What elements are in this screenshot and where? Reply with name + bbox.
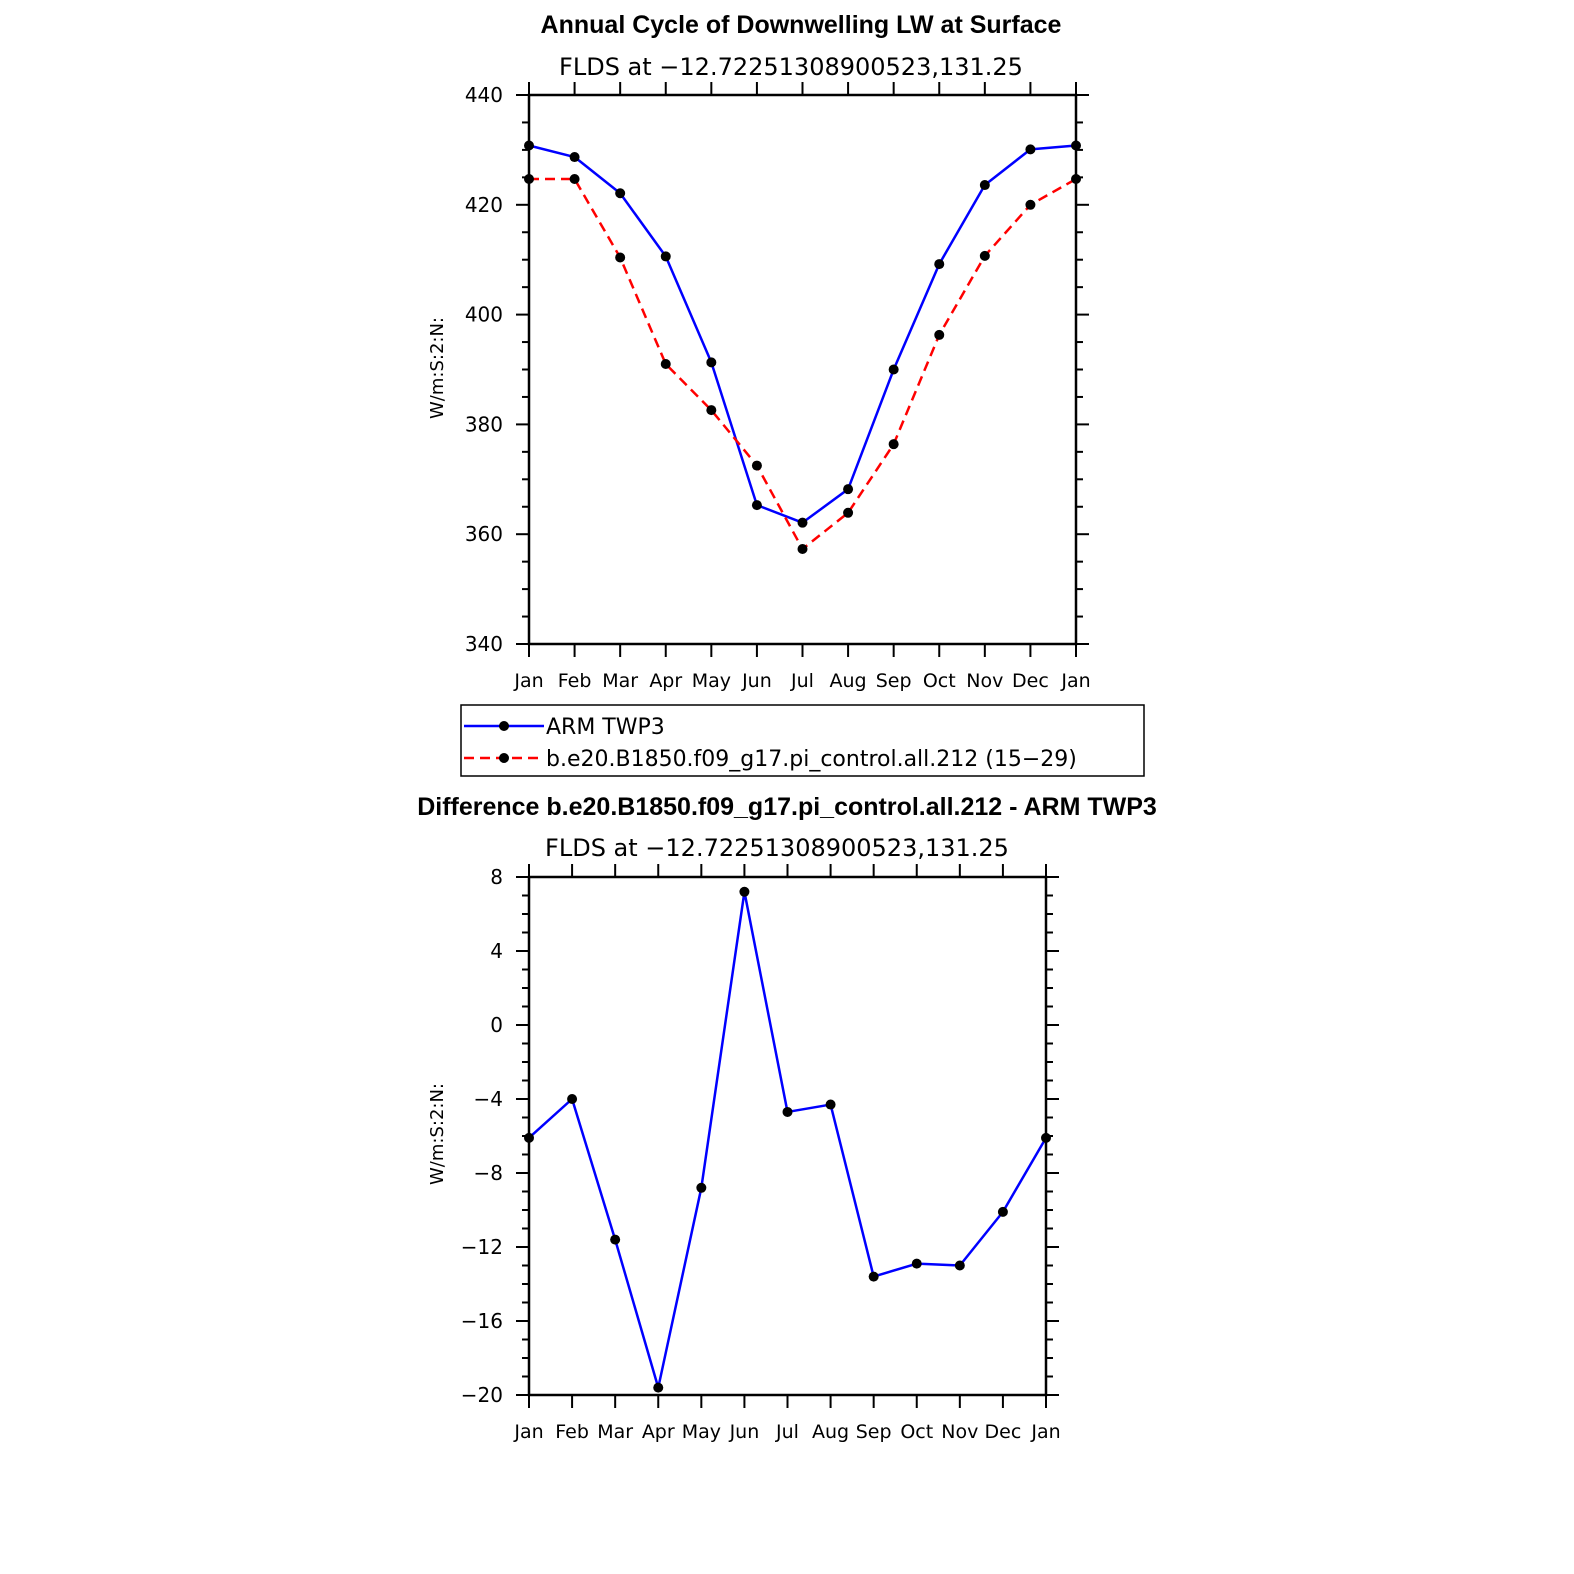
- top-chart-series-0-point: [615, 188, 626, 199]
- top-chart-series-1-point: [934, 329, 945, 340]
- top-chart-series-1-point: [615, 252, 626, 263]
- top-chart-ytick-label: 420: [465, 193, 503, 217]
- bottom-chart-series-0-point: [1041, 1132, 1051, 1143]
- top-chart-series-1-point: [706, 405, 717, 416]
- top-chart-series-0-point: [1025, 144, 1036, 155]
- bottom-chart-xtick-label: Aug: [812, 1421, 849, 1443]
- top-chart-series-1-point: [843, 507, 854, 518]
- top-chart-xtick-label: Jul: [790, 670, 814, 692]
- top-chart-xtick-label: Jan: [1060, 670, 1090, 692]
- bottom-chart-series-0-point: [911, 1258, 922, 1269]
- top-chart-xtick-label: May: [692, 670, 731, 692]
- top-chart-series-1-point: [524, 173, 534, 184]
- top-chart-xtick-label: Dec: [1012, 670, 1049, 692]
- top-chart-xtick-label: Jan: [513, 670, 543, 692]
- top-chart-ylabel: W/m:S:2:N:: [427, 317, 448, 419]
- bottom-chart-ytick-label: 4: [490, 939, 503, 963]
- bottom-chart-title: Difference b.e20.B1850.f09_g17.pi_contro…: [417, 793, 1157, 821]
- top-chart-series-0-point: [843, 484, 854, 495]
- bottom-chart-series-0-point: [997, 1206, 1008, 1217]
- top-chart-series-0-point: [979, 180, 990, 191]
- bottom-chart-series-0-point: [524, 1132, 534, 1143]
- top-chart-plot: 440 420 400 380 360 340 Jan Feb Mar Apr May Jun Jul A…: [465, 82, 1091, 692]
- top-chart-xtick-label: Mar: [602, 670, 638, 692]
- top-chart-xtick-label: Aug: [830, 670, 867, 692]
- top-chart-ytick-label: 440: [465, 83, 503, 107]
- top-chart-series-0-point: [797, 517, 808, 528]
- legend-marker-model: [499, 753, 509, 763]
- bottom-chart-xtick-label: Jan: [1030, 1421, 1060, 1443]
- top-chart-series-1-point: [888, 439, 899, 450]
- bottom-chart-ytick-label: 0: [490, 1013, 503, 1037]
- top-chart-series-0-line: [528, 144, 1077, 524]
- bottom-chart-series-0-point: [739, 886, 750, 897]
- bottom-chart-xtick-label: Feb: [555, 1421, 589, 1443]
- top-chart-xtick-label: Nov: [966, 670, 1003, 692]
- bottom-chart-xtick-label: Apr: [642, 1421, 675, 1443]
- top-chart-title: Annual Cycle of Downwelling LW at Surfac…: [541, 11, 1062, 39]
- top-chart-ytick-label: 360: [465, 522, 503, 546]
- top-chart-series-0-point: [751, 500, 762, 511]
- bottom-chart-xtick-label: Mar: [597, 1421, 633, 1443]
- top-chart-series-0-point: [888, 364, 899, 375]
- top-chart-series-0-point: [934, 259, 945, 270]
- bottom-chart-series-0-point: [610, 1234, 621, 1245]
- bottom-chart-series-0-line: [528, 890, 1048, 1389]
- top-chart-series-0-point: [569, 152, 580, 163]
- legend-label-arm: ARM TWP3: [546, 715, 665, 740]
- bottom-chart-xtick-label: Nov: [941, 1421, 978, 1443]
- top-chart-xtick-label: Oct: [923, 670, 956, 692]
- top-chart-series-1-point: [569, 173, 580, 184]
- top-chart-subtitle: FLDS at −12.72251308900523,131.25: [559, 53, 1023, 81]
- top-chart-series-1-point: [797, 544, 808, 555]
- top-chart-ytick-label: 380: [465, 412, 503, 436]
- legend-marker-arm: [499, 721, 509, 731]
- top-chart-xtick-label: Feb: [558, 670, 592, 692]
- top-chart-xtick-label: Sep: [876, 670, 912, 692]
- bottom-chart-series-0-point: [653, 1382, 664, 1393]
- bottom-chart-ytick-label: −16: [461, 1309, 503, 1333]
- top-chart-xtick-label: Jun: [741, 670, 772, 692]
- bottom-chart-plot: 8 4 0 −4 −8 −12 −16 −20 Jan Feb Mar Apr May Jun Jul Aug…: [461, 864, 1061, 1443]
- bottom-chart-series-0-point: [567, 1094, 578, 1104]
- top-chart-series-1-point: [660, 359, 671, 370]
- bottom-chart-series-0-point: [696, 1182, 707, 1193]
- top-chart-series-0-point: [524, 140, 534, 151]
- bottom-chart-xtick-label: May: [682, 1421, 721, 1443]
- top-chart-series-0-point: [706, 357, 717, 368]
- bottom-chart-xtick-label: Jun: [729, 1421, 760, 1443]
- top-chart-ytick-label: 340: [465, 632, 503, 656]
- bottom-chart-series-0-point: [954, 1260, 965, 1271]
- bottom-chart-xtick-label: Jul: [775, 1421, 799, 1443]
- bottom-chart-ytick-label: 8: [490, 865, 503, 889]
- bottom-chart-series-0-point: [782, 1106, 793, 1117]
- bottom-chart-frame: [527, 875, 1048, 1397]
- bottom-chart-xtick-label: Dec: [985, 1421, 1022, 1443]
- bottom-chart-ylabel: W/m:S:2:N:: [427, 1083, 448, 1185]
- top-chart-ytick-label: 400: [465, 303, 503, 327]
- legend-label-model: b.e20.B1850.f09_g17.pi_control.all.212 (…: [546, 747, 1077, 772]
- bottom-chart-ytick-label: −8: [474, 1161, 503, 1185]
- top-chart-series-1-point: [1025, 199, 1036, 210]
- top-chart-series-0-point: [1071, 140, 1081, 151]
- legend-box: [460, 704, 1145, 777]
- top-chart-series-1-point: [751, 460, 762, 471]
- top-chart-series-1-line: [529, 177, 1077, 551]
- top-chart-xtick-label: Apr: [649, 670, 682, 692]
- bottom-chart-ytick-label: −12: [461, 1235, 503, 1259]
- bottom-chart-subtitle: FLDS at −12.72251308900523,131.25: [545, 834, 1009, 862]
- bottom-chart-series-0-point: [868, 1271, 879, 1282]
- top-chart-series-1-point: [979, 250, 990, 261]
- bottom-chart-series-0-point: [825, 1099, 836, 1110]
- bottom-chart-ytick-label: −20: [461, 1383, 503, 1407]
- bottom-chart-xtick-label: Oct: [900, 1421, 933, 1443]
- legend: ARM TWP3 b.e20.B1850.f09_g17.pi_control.…: [460, 704, 1145, 777]
- top-chart-series-0-point: [660, 251, 671, 262]
- bottom-chart-xtick-label: Jan: [513, 1421, 543, 1443]
- bottom-chart-ytick-label: −4: [474, 1087, 503, 1111]
- top-chart-series-1-point: [1071, 173, 1081, 184]
- bottom-chart-xtick-label: Sep: [856, 1421, 892, 1443]
